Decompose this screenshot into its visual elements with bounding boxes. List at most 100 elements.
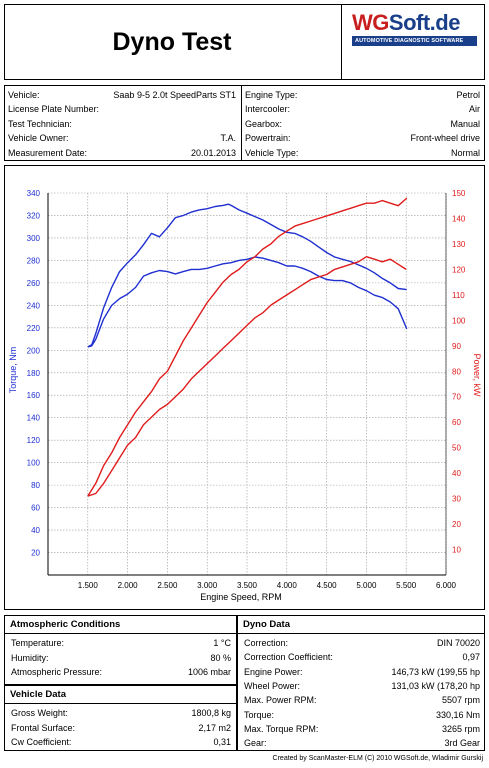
page-title: Dyno Test bbox=[112, 27, 232, 56]
atmospheric-conditions-panel: Atmospheric Conditions Temperature: 1 °C H… bbox=[4, 615, 237, 685]
power-curve-3 bbox=[87, 255, 407, 497]
footer-credit: Created by ScanMaster-ELM (C) 2010 WGSof… bbox=[272, 755, 483, 762]
y-tick-label: 320 bbox=[27, 211, 41, 220]
info-label: Vehicle Owner: bbox=[8, 133, 69, 144]
info-value: T.A. bbox=[220, 133, 236, 144]
info-label: Cw Coefficient: bbox=[11, 737, 72, 747]
y-tick-label: 180 bbox=[27, 369, 41, 378]
y2-tick-label: 110 bbox=[452, 291, 465, 300]
y2-tick-label: 140 bbox=[452, 214, 466, 223]
info-value: 146,73 kW (199,55 hp bbox=[391, 666, 480, 677]
info-row: Max. Power RPM: 5507 rpm bbox=[244, 693, 480, 707]
info-row: Temperature: 1 °C bbox=[11, 636, 231, 650]
info-label: Atmospheric Pressure: bbox=[11, 667, 103, 677]
power-curve-2 bbox=[87, 197, 408, 497]
dyno-data-title: Dyno Data bbox=[243, 619, 290, 630]
y-tick-label: 140 bbox=[27, 414, 41, 423]
info-row: Engine Type: Petrol bbox=[245, 88, 480, 102]
info-value: 3265 rpm bbox=[441, 723, 480, 734]
info-row: Torque: 330,16 Nm bbox=[244, 708, 480, 722]
logo-text-wg: WG bbox=[352, 10, 389, 35]
info-row: Humidity: 80 % bbox=[11, 651, 231, 665]
info-value: Manual bbox=[450, 118, 480, 129]
info-label: Temperature: bbox=[11, 638, 65, 648]
info-row: License Plate Number: bbox=[8, 102, 236, 116]
y-tick-label: 340 bbox=[27, 189, 41, 198]
x-tick-label: 5.500 bbox=[396, 581, 417, 590]
info-label: Vehicle: bbox=[8, 90, 40, 100]
info-label: Test Technician: bbox=[8, 118, 72, 129]
info-value: DIN 70020 bbox=[436, 638, 480, 648]
info-row: Frontal Surface: 2,17 m2 bbox=[11, 721, 231, 735]
y2-tick-label: 60 bbox=[452, 418, 461, 427]
info-label: Intercooler: bbox=[245, 104, 291, 115]
info-label: Humidity: bbox=[11, 652, 49, 663]
info-row: Gross Weight: 1800,8 kg bbox=[11, 706, 231, 720]
info-label: Vehicle Type: bbox=[245, 147, 299, 158]
vehicle-data-title: Vehicle Data bbox=[10, 689, 66, 700]
torque-curve-1 bbox=[87, 256, 408, 348]
info-value: Air bbox=[469, 104, 480, 115]
y2-tick-label: 50 bbox=[452, 444, 461, 453]
info-label: Torque: bbox=[244, 709, 275, 720]
y2-tick-label: 80 bbox=[452, 367, 461, 376]
x-tick-label: 4.000 bbox=[277, 581, 298, 590]
y2-tick-label: 70 bbox=[452, 393, 461, 402]
vehicle-info-table: Vehicle: Saab 9-5 2.0t SpeedParts ST1 Lice… bbox=[4, 85, 485, 161]
info-row: Gearbox: Manual bbox=[245, 117, 480, 131]
x-tick-label: 4.500 bbox=[317, 581, 338, 590]
info-label: License Plate Number: bbox=[8, 104, 100, 115]
info-row: Vehicle Type: Normal bbox=[245, 146, 480, 160]
y-tick-label: 200 bbox=[27, 346, 41, 355]
info-value: 1 °C bbox=[213, 638, 231, 648]
info-label: Max. Torque RPM: bbox=[244, 723, 319, 734]
y2-tick-label: 10 bbox=[452, 546, 461, 555]
info-row: Measurement Date: 20.01.2013 bbox=[8, 146, 236, 160]
info-value: 3rd Gear bbox=[444, 738, 480, 749]
x-tick-label: 6.000 bbox=[436, 581, 457, 590]
info-value: 20.01.2013 bbox=[190, 147, 236, 158]
info-value: 0,31 bbox=[213, 737, 231, 747]
info-row: Powertrain: Front-wheel drive bbox=[245, 131, 480, 145]
info-row: Vehicle: Saab 9-5 2.0t SpeedParts ST1 bbox=[8, 88, 236, 102]
info-row: Engine Power: 146,73 kW (199,55 hp bbox=[244, 665, 480, 679]
x-tick-label: 3.500 bbox=[237, 581, 258, 590]
wgsoft-logo: WGSoft.de AUTOMOTIVE DIAGNOSTIC SOFTWARE bbox=[352, 11, 477, 46]
info-value: 1006 mbar bbox=[187, 667, 231, 677]
info-row: Intercooler: Air bbox=[245, 102, 480, 116]
info-row: Correction: DIN 70020 bbox=[244, 636, 480, 650]
torque-curve-0 bbox=[87, 203, 407, 348]
y-tick-label: 220 bbox=[27, 324, 41, 333]
x-tick-label: 3.000 bbox=[197, 581, 218, 590]
info-row: Atmospheric Pressure: 1006 mbar bbox=[11, 665, 231, 679]
info-label: Engine Type: bbox=[245, 90, 298, 100]
dyno-data-panel: Dyno Data Correction: DIN 70020 Correction… bbox=[237, 615, 485, 751]
y2-tick-label: 150 bbox=[452, 189, 466, 198]
y-tick-label: 260 bbox=[27, 279, 41, 288]
y-tick-label: 300 bbox=[27, 234, 41, 243]
logo-area: WGSoft.de AUTOMOTIVE DIAGNOSTIC SOFTWARE bbox=[341, 5, 484, 79]
y-axis-label: Torque, Nm bbox=[8, 347, 18, 394]
info-label: Correction: bbox=[244, 638, 289, 648]
info-label: Gross Weight: bbox=[11, 708, 68, 718]
info-row: Gear: 3rd Gear bbox=[244, 736, 480, 750]
info-value: Saab 9-5 2.0t SpeedParts ST1 bbox=[113, 90, 236, 100]
vehicle-data-panel: Vehicle Data Gross Weight: 1800,8 kg Front… bbox=[4, 685, 237, 751]
info-label: Gear: bbox=[244, 738, 267, 749]
y-tick-label: 80 bbox=[31, 481, 40, 490]
x-tick-label: 5.000 bbox=[356, 581, 377, 590]
info-value: Normal bbox=[450, 147, 480, 158]
info-label: Frontal Surface: bbox=[11, 722, 76, 733]
y2-tick-label: 20 bbox=[452, 520, 461, 529]
y-tick-label: 100 bbox=[27, 459, 41, 468]
y2-axis-label: Power, kW bbox=[472, 353, 482, 397]
x-tick-label: 2.500 bbox=[157, 581, 178, 590]
info-label: Powertrain: bbox=[245, 133, 291, 144]
info-label: Correction Coefficient: bbox=[244, 652, 333, 663]
y2-tick-label: 120 bbox=[452, 265, 466, 274]
x-tick-label: 2.000 bbox=[118, 581, 139, 590]
y2-tick-label: 30 bbox=[452, 495, 461, 504]
info-row: Correction Coefficient: 0,97 bbox=[244, 650, 480, 664]
logo-text-soft: Soft.de bbox=[388, 10, 461, 35]
info-row: Wheel Power: 131,03 kW (178,20 hp bbox=[244, 679, 480, 693]
